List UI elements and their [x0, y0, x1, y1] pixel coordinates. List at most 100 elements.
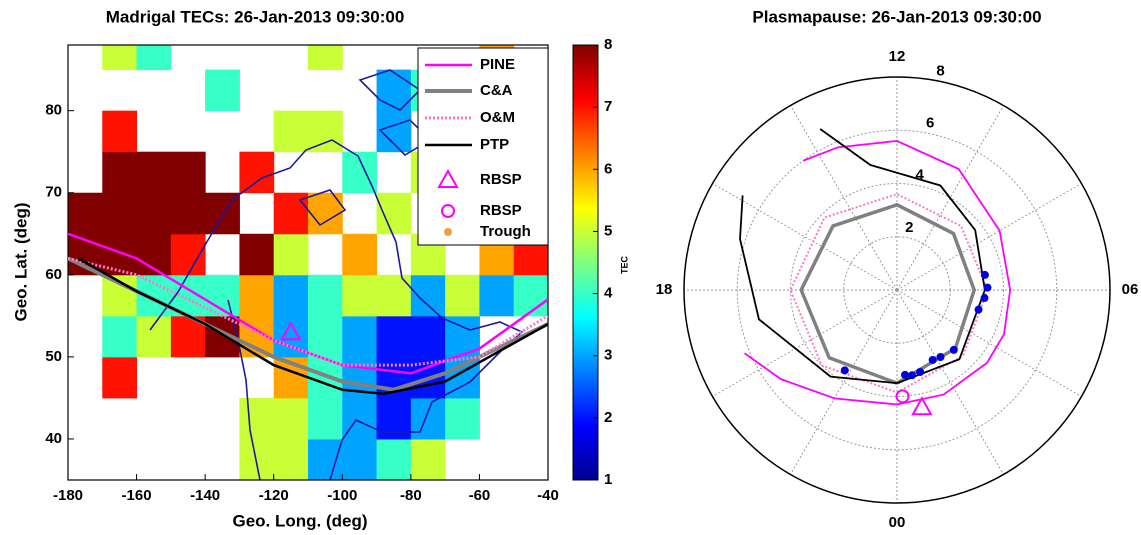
y-tick-label: 40 [45, 430, 62, 447]
tec-cell [376, 438, 412, 480]
legend-label: RBSP [480, 202, 522, 219]
legend-label: PTP [480, 136, 509, 153]
x-tick-label: -180 [53, 487, 83, 504]
tec-cell [273, 438, 309, 480]
spoke-grid-line [712, 289, 898, 397]
ring-grid-line [683, 76, 1111, 504]
tec-cell [273, 397, 309, 440]
colorbar-tick-label: 2 [604, 409, 612, 426]
tec-cell [342, 315, 378, 358]
tec-cell [170, 151, 206, 194]
series-line [739, 128, 986, 385]
marker-dot [936, 352, 945, 361]
tec-cell [239, 151, 275, 194]
legend-label: O&M [480, 109, 515, 126]
tec-cell [239, 438, 275, 480]
ring-grid-line [843, 236, 951, 344]
x-tick-label: -80 [400, 487, 422, 504]
plot-frame [67, 44, 549, 481]
tec-cell [102, 45, 138, 71]
tec-cell [410, 315, 446, 358]
x-tick-label: -100 [327, 487, 357, 504]
colorbar-tick-label: 6 [604, 160, 612, 177]
spoke-grid-line [896, 105, 1004, 291]
marker-triangle [280, 321, 302, 341]
tec-cell [376, 315, 412, 358]
tec-cell [102, 151, 138, 194]
tec-cell [445, 274, 480, 317]
colorbar-tick-label: 3 [604, 347, 612, 364]
tec-cell [410, 397, 446, 440]
y-tick-label: 60 [45, 266, 62, 283]
tec-cell [376, 274, 412, 317]
y-axis-label: Geo. Lat. (deg) [11, 203, 30, 322]
theta-tick-label: 18 [656, 281, 673, 298]
theta-tick-label: 06 [1122, 281, 1139, 298]
spoke-grid-line [896, 183, 1082, 291]
tec-cell [376, 397, 412, 440]
marker-dot [980, 270, 989, 279]
x-axis-label: Geo. Long. (deg) [232, 511, 367, 530]
legend-box [417, 47, 549, 246]
series-line [789, 193, 989, 394]
tec-cell [68, 192, 103, 235]
tec-cell [239, 397, 275, 440]
y-tick-label: 70 [45, 184, 62, 201]
series-line [68, 256, 548, 367]
series-line [743, 139, 1012, 406]
tec-cell [308, 45, 343, 71]
marker-dot [908, 371, 917, 380]
marker-dot [444, 228, 452, 236]
marker-triangle [911, 396, 933, 416]
tec-cell [273, 233, 309, 276]
colorbar [572, 44, 599, 481]
tec-cell [136, 315, 172, 358]
r-tick-label: 2 [905, 219, 913, 236]
legend-label: Trough [480, 223, 531, 240]
x-tick-label: -160 [122, 487, 152, 504]
tec-cell [170, 192, 206, 235]
chart-title: Plasmapause: 26-Jan-2013 09:30:00 [752, 7, 1041, 26]
tec-cell [102, 192, 138, 235]
tec-cell [136, 151, 172, 194]
tec-cell [513, 274, 548, 317]
tec-cell [410, 438, 446, 480]
marker-dot [974, 305, 983, 314]
chart-title: Madrigal TECs: 26-Jan-2013 09:30:00 [106, 7, 405, 26]
tec-cell [205, 69, 240, 112]
marker-dot [949, 345, 958, 354]
marker-triangle [437, 168, 459, 188]
spoke-grid-line [790, 289, 898, 475]
x-tick-label: -140 [190, 487, 220, 504]
tec-cell [273, 274, 309, 317]
tec-cell [102, 110, 138, 153]
tec-cell [376, 192, 412, 235]
colorbar-tick-label: 4 [604, 285, 613, 302]
tec-cell [205, 192, 240, 235]
y-tick-label: 50 [45, 348, 62, 365]
tec-cell [342, 438, 378, 480]
marker-dot [840, 366, 849, 375]
ring-grid-line [790, 183, 1004, 397]
y-tick-label: 80 [45, 102, 62, 119]
tec-cell [102, 315, 138, 358]
tec-cell [342, 233, 378, 276]
x-tick-label: -40 [537, 487, 559, 504]
colorbar-tick-label: 1 [604, 471, 612, 488]
spoke-grid-line [896, 289, 1004, 475]
tec-cell [479, 274, 515, 317]
marker-circle [441, 204, 455, 218]
colorbar-tick-label: 7 [604, 98, 612, 115]
legend-label: PINE [480, 56, 515, 73]
tec-cell [308, 110, 343, 153]
tec-cell [273, 110, 309, 153]
colorbar-tick-label: 8 [604, 36, 612, 53]
tec-cell [308, 397, 343, 440]
tec-cell [308, 274, 343, 317]
series-line [68, 232, 548, 375]
marker-dot [983, 283, 992, 292]
r-tick-label: 6 [926, 114, 934, 131]
r-tick-label: 8 [936, 62, 944, 79]
theta-tick-label: 00 [889, 514, 906, 531]
spoke-grid-line [896, 289, 1082, 397]
